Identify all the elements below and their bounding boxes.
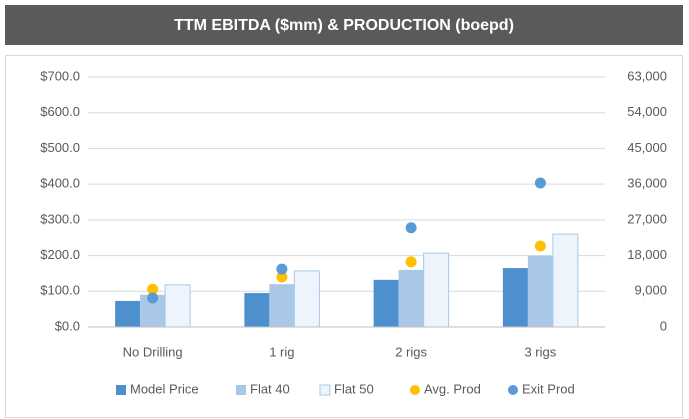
scatter-point — [405, 256, 417, 268]
y-tick-label: $100.0 — [40, 283, 80, 298]
x-tick-label: 2 rigs — [395, 344, 427, 359]
bar — [398, 269, 424, 327]
scatter-point — [405, 222, 417, 234]
scatter-point — [276, 271, 288, 283]
x-tick-label: 1 rig — [269, 344, 294, 359]
y-tick-label: $500.0 — [40, 140, 80, 155]
legend-label: Model Price — [130, 381, 199, 396]
title-bar — [5, 5, 683, 45]
y2-tick-label: 27,000 — [627, 211, 667, 226]
x-tick-label: No Drilling — [123, 344, 183, 359]
bar — [269, 284, 295, 327]
y2-tick-label: 18,000 — [627, 247, 667, 262]
y2-tick-label: 45,000 — [627, 140, 667, 155]
y2-tick-label: 54,000 — [627, 104, 667, 119]
scatter-point — [534, 240, 546, 252]
y2-tick-label: 9,000 — [634, 283, 667, 298]
legend-label: Exit Prod — [522, 381, 575, 396]
bar — [293, 270, 320, 328]
x-tick-label: 3 rigs — [524, 344, 556, 359]
y2-tick-label: 36,000 — [627, 176, 667, 191]
bar — [423, 252, 450, 328]
chart-border — [5, 55, 683, 418]
legend-marker — [410, 385, 420, 395]
y-tick-label: $300.0 — [40, 211, 80, 226]
scatter-point — [147, 283, 159, 295]
bar — [527, 255, 553, 327]
y-tick-label: $700.0 — [40, 68, 80, 83]
chart-title: TTM EBITDA ($mm) & PRODUCTION (boepd) — [174, 17, 514, 34]
y-tick-label: $400.0 — [40, 176, 80, 191]
scatter-point — [534, 177, 546, 189]
bar — [164, 284, 191, 328]
legend-marker — [508, 385, 518, 395]
bar — [244, 293, 270, 327]
bar — [373, 279, 399, 327]
y-tick-label: $600.0 — [40, 104, 80, 119]
scatter-point — [147, 292, 159, 304]
y2-tick-label: 63,000 — [627, 68, 667, 83]
y2-tick-label: 0 — [660, 318, 667, 333]
legend-label: Avg. Prod — [424, 381, 481, 396]
scatter-point — [276, 263, 288, 275]
legend-label: Flat 40 — [250, 381, 290, 396]
bar — [115, 300, 141, 327]
legend-marker — [319, 384, 331, 396]
legend-marker — [236, 385, 246, 395]
y-tick-label: $200.0 — [40, 247, 80, 262]
legend-label: Flat 50 — [334, 381, 374, 396]
bar — [552, 233, 579, 328]
bar — [502, 268, 528, 327]
legend-marker — [116, 385, 126, 395]
y-tick-label: $0.0 — [55, 318, 80, 333]
